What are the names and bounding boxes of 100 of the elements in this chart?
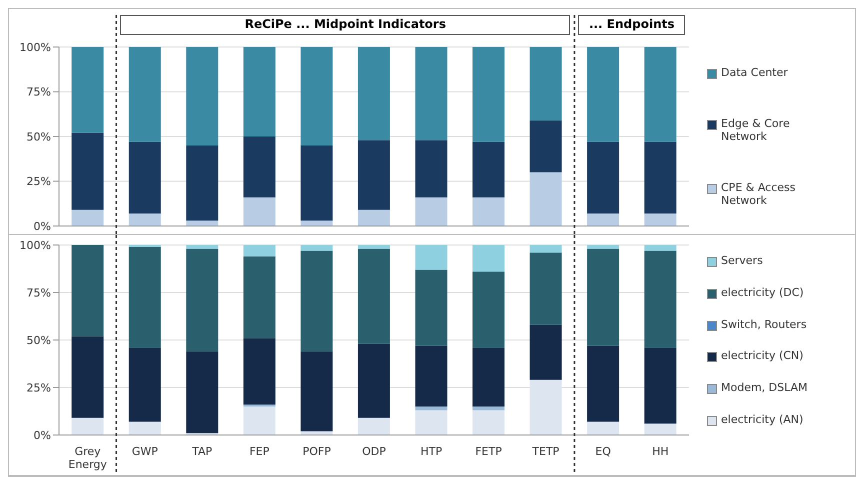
y-tick-label: 0% [34,428,51,442]
bar [530,120,562,172]
bar [472,47,505,142]
bar [72,245,104,336]
bar [243,245,276,256]
legend-label: Data Center [721,66,788,79]
bar [243,406,276,435]
bar [128,246,161,348]
bar [300,220,333,226]
bar [472,406,505,410]
bar [186,220,218,226]
bar [587,47,620,142]
bar [472,272,505,348]
bar [358,245,390,249]
bar [243,136,276,198]
bar [644,250,676,348]
x-tick-label: TETP [531,445,560,458]
x-tick-label: GWP [132,445,158,458]
bar [186,245,218,249]
legend-label: Edge & Core Network [721,117,791,143]
bar [243,338,276,405]
legend-label: electricity (CN) [721,349,804,362]
bar [530,380,562,435]
bar [472,142,505,198]
bar [644,213,676,226]
bar [415,47,448,140]
bar [644,47,676,142]
bar [128,142,161,214]
bar [186,248,218,352]
bar [644,142,676,214]
bar [587,248,620,346]
bar [644,348,676,424]
bar [415,410,448,435]
text: ... Endpoints [578,15,685,35]
bar [300,145,333,221]
bar [300,431,333,435]
x-tick-label: FETP [475,445,502,458]
text: ReCiPe ... Midpoint Indicators [120,15,570,35]
bar [415,270,448,346]
legend-label: Switch, Routers [721,318,807,331]
bar [300,245,333,251]
bar [587,346,620,422]
bar [530,47,562,120]
bar [415,140,448,198]
bar [300,47,333,146]
bar [530,324,562,380]
bar [128,47,161,142]
x-tick-label: HH [652,445,669,458]
x-tick-label: HTP [420,445,442,458]
bar [358,210,390,226]
legend-label: Modem, DSLAM [721,380,808,394]
bar [644,424,676,435]
x-tick-label: EQ [595,445,612,458]
x-tick-label: ODP [362,445,386,458]
bar [472,245,505,272]
bar [358,248,390,344]
bar [587,213,620,226]
bar [243,256,276,338]
y-tick-label: 75% [26,86,51,99]
bar [472,348,505,406]
legend-label: electricity (DC) [721,286,804,299]
bar [358,418,390,435]
y-tick-label: 50% [26,334,51,347]
bar [72,132,104,210]
bar [72,418,104,435]
bar [128,213,161,226]
bar [587,245,620,249]
bar [243,197,276,226]
bar [72,336,104,418]
legend-label: Servers [721,254,763,268]
bar [644,245,676,251]
bar [415,197,448,226]
legend-label: electricity (AN) [721,412,804,426]
bar [530,252,562,325]
bar [243,47,276,136]
bar [415,346,448,406]
x-tick-label: FEP [249,445,270,458]
bar [472,410,505,435]
bar [530,172,562,226]
y-tick-label: 0% [34,220,51,233]
bar [415,406,448,410]
y-tick-label: 25% [26,175,51,188]
bar [472,197,505,226]
bar [72,210,104,226]
bar [358,140,390,210]
y-tick-label: 100% [20,40,51,54]
legend-label: CPE & Access Network [721,181,796,207]
bar [530,245,562,253]
bar [128,348,161,422]
bar [72,47,104,133]
y-tick-label: 50% [26,130,51,144]
bar [587,142,620,214]
bar [587,422,620,435]
x-tick-label: POFP [302,445,332,458]
bar [186,145,218,221]
bar [186,351,218,434]
bar [300,250,333,352]
x-tick-label: Grey Energy [68,445,108,471]
x-tick-label: TAP [191,445,213,458]
bar [128,422,161,435]
